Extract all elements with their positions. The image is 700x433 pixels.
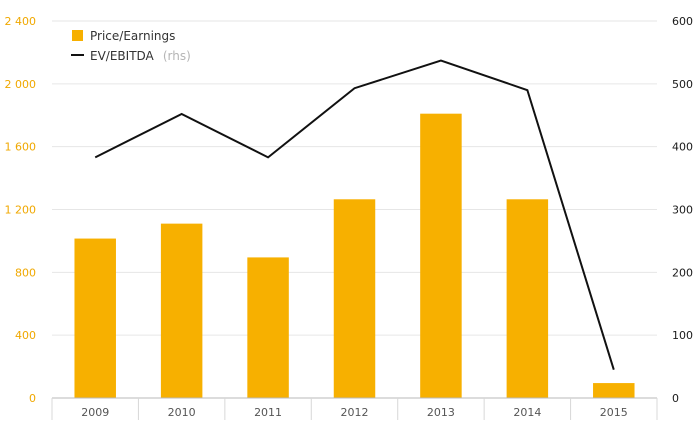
legend-swatch-price-earnings — [72, 30, 83, 41]
bar — [247, 257, 289, 398]
y-left-tick-label: 800 — [15, 266, 36, 279]
y-right-tick-label: 200 — [672, 266, 693, 279]
ev-ebitda-line — [94, 59, 615, 371]
axes: 0 400 800 1 200 1 600 2 000 2 400 0 100 200 300 400… — [5, 15, 693, 420]
bar — [160, 223, 203, 398]
y-left-tick-label: 1 600 — [5, 141, 37, 154]
y-left-tick-label: 0 — [29, 392, 36, 405]
y-left-tick-label: 400 — [15, 329, 36, 342]
y-left-tick-label: 2 000 — [5, 78, 37, 91]
legend-label-ev-ebitda: EV/EBITDA — [90, 49, 155, 63]
y-left-tick-label: 2 400 — [5, 15, 37, 28]
y-right-tick-label: 0 — [672, 392, 679, 405]
x-tick-label: 2014 — [513, 406, 541, 419]
y-right-tick-label: 500 — [672, 78, 693, 91]
x-tick-label: 2009 — [81, 406, 109, 419]
legend-label-price-earnings: Price/Earnings — [90, 29, 175, 43]
legend: Price/Earnings EV/EBITDA (rhs) — [71, 29, 191, 64]
svg-text:EV/EBITDA (rhs): EV/EBITDA (rhs) — [90, 45, 191, 64]
y-right-tick-label: 300 — [672, 204, 693, 217]
bar-series — [74, 113, 635, 398]
bar — [420, 113, 462, 398]
bar — [506, 199, 549, 398]
x-tick-label: 2011 — [254, 406, 282, 419]
legend-label-rhs: (rhs) — [163, 49, 191, 63]
y-right-tick-label: 600 — [672, 15, 693, 28]
x-tick-label: 2015 — [600, 406, 628, 419]
bar — [74, 238, 116, 398]
x-tick-label: 2012 — [341, 406, 369, 419]
y-left-tick-label: 1 200 — [5, 204, 37, 217]
x-tick-label: 2013 — [427, 406, 455, 419]
y-right-tick-label: 100 — [672, 329, 693, 342]
bar — [333, 199, 376, 398]
x-tick-label: 2010 — [168, 406, 196, 419]
y-right-tick-label: 400 — [672, 141, 693, 154]
bar — [593, 383, 635, 398]
line-series — [94, 59, 615, 371]
